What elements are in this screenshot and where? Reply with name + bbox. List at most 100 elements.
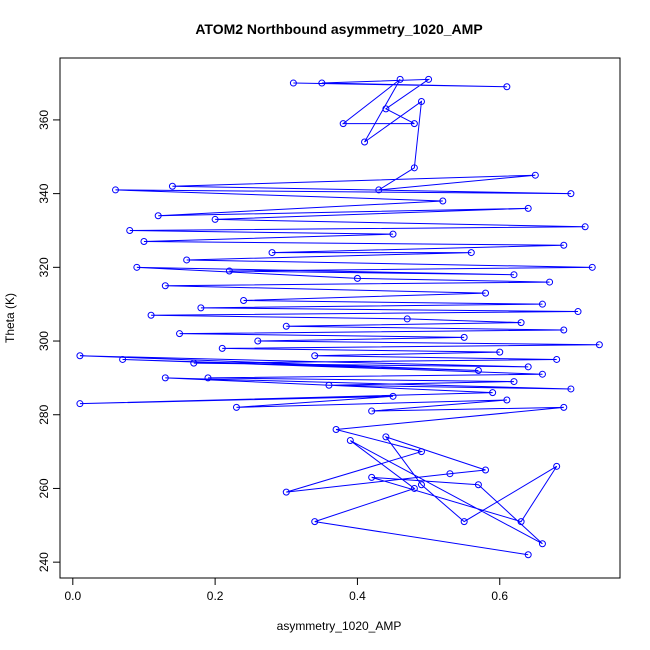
point: [560, 241, 568, 249]
point: [410, 484, 418, 492]
point: [183, 256, 191, 264]
point: [382, 105, 390, 113]
y-tick-label: 280: [37, 404, 51, 424]
point: [546, 278, 554, 286]
point: [339, 120, 347, 128]
point: [474, 367, 482, 375]
point: [460, 518, 468, 526]
point: [517, 319, 525, 327]
point: [496, 348, 504, 356]
chart-title: ATOM2 Northbound asymmetry_1020_AMP: [195, 21, 482, 37]
point: [225, 267, 233, 275]
series-line: [79, 78, 600, 556]
point: [112, 186, 120, 194]
point: [240, 296, 248, 304]
y-tick-label: 320: [37, 257, 51, 277]
point: [553, 462, 561, 470]
point: [538, 540, 546, 548]
x-tick-label: 0.6: [491, 589, 508, 603]
point: [218, 344, 226, 352]
point: [574, 308, 582, 316]
point: [389, 392, 397, 400]
y-tick-label: 360: [37, 110, 51, 130]
point: [161, 374, 169, 382]
point: [417, 481, 425, 489]
y-tick-label: 260: [37, 478, 51, 498]
point: [581, 223, 589, 231]
point: [176, 330, 184, 338]
point: [560, 403, 568, 411]
point: [410, 120, 418, 128]
point: [588, 263, 596, 271]
point: [204, 374, 212, 382]
point: [311, 518, 319, 526]
point: [439, 197, 447, 205]
point: [197, 304, 205, 312]
point: [474, 481, 482, 489]
point: [332, 425, 340, 433]
point: [361, 138, 369, 146]
point: [567, 385, 575, 393]
point: [254, 337, 262, 345]
point: [503, 396, 511, 404]
point: [524, 363, 532, 371]
point: [282, 488, 290, 496]
point: [154, 212, 162, 220]
point: [282, 322, 290, 330]
point: [417, 97, 425, 105]
point: [126, 226, 134, 234]
y-tick-label: 240: [37, 552, 51, 572]
point: [232, 403, 240, 411]
x-tick-label: 0.2: [207, 589, 224, 603]
x-axis-label: asymmetry_1020_AMP: [277, 619, 402, 633]
point: [553, 355, 561, 363]
point: [268, 249, 276, 257]
point: [353, 274, 361, 282]
point: [318, 79, 326, 87]
point: [76, 400, 84, 408]
point: [524, 551, 532, 559]
point: [382, 433, 390, 441]
point: [119, 355, 127, 363]
point: [538, 300, 546, 308]
point: [467, 249, 475, 257]
point: [531, 171, 539, 179]
point: [482, 289, 490, 297]
point: [346, 437, 354, 445]
point: [538, 370, 546, 378]
point: [289, 79, 297, 87]
point: [595, 341, 603, 349]
point: [325, 381, 333, 389]
point: [368, 407, 376, 415]
point: [168, 182, 176, 190]
point: [524, 204, 532, 212]
x-tick-label: 0.0: [64, 589, 81, 603]
point: [190, 359, 198, 367]
x-tick-label: 0.4: [349, 589, 366, 603]
point: [567, 190, 575, 198]
y-tick-label: 300: [37, 331, 51, 351]
point: [489, 389, 497, 397]
point: [147, 311, 155, 319]
point: [211, 215, 219, 223]
point: [76, 352, 84, 360]
y-tick-label: 340: [37, 183, 51, 203]
point: [503, 83, 511, 91]
point: [425, 75, 433, 83]
point: [510, 271, 518, 279]
point: [389, 230, 397, 238]
point: [133, 263, 141, 271]
point: [410, 164, 418, 172]
point: [460, 333, 468, 341]
point: [375, 186, 383, 194]
point: [396, 75, 404, 83]
point: [417, 448, 425, 456]
point: [560, 326, 568, 334]
point: [446, 470, 454, 478]
point: [161, 282, 169, 290]
point: [482, 466, 490, 474]
point: [403, 315, 411, 323]
y-axis-label: Theta (K): [3, 293, 17, 343]
point: [368, 473, 376, 481]
